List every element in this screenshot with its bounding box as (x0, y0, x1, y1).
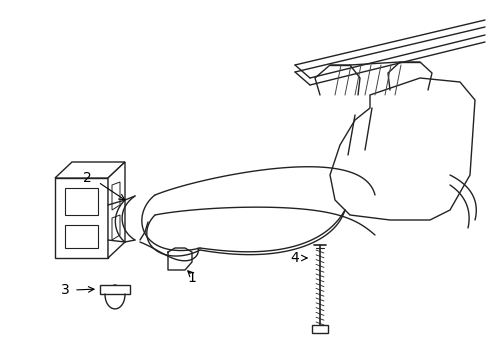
Text: 2: 2 (82, 171, 91, 185)
Text: 3: 3 (61, 283, 69, 297)
Polygon shape (55, 162, 125, 178)
Polygon shape (65, 188, 98, 215)
Polygon shape (65, 225, 98, 248)
Polygon shape (55, 178, 108, 258)
Text: 1: 1 (187, 271, 196, 285)
Polygon shape (100, 285, 130, 294)
Polygon shape (112, 215, 120, 240)
Polygon shape (112, 182, 120, 210)
Polygon shape (329, 78, 474, 220)
Text: 4: 4 (290, 251, 299, 265)
Polygon shape (108, 162, 125, 258)
Polygon shape (311, 325, 327, 333)
